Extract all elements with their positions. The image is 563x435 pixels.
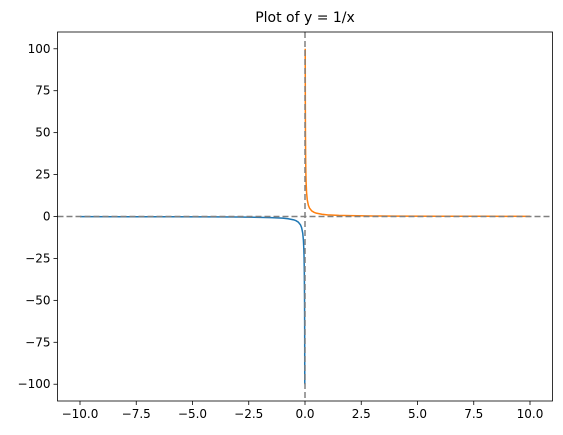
y-tick-label: −25 [25,251,50,265]
chart-title: Plot of y = 1/x [255,10,355,26]
plot-frame [57,31,553,402]
x-tick-label: 2.5 [352,407,371,421]
line [79,215,306,385]
x-tick-label: 7.5 [464,407,483,421]
y-tick-label: −75 [25,335,50,349]
y-tick-label: −100 [18,377,51,391]
x-tick-label: 0.0 [295,407,314,421]
x-tick-label: 5.0 [408,407,427,421]
line [304,48,531,218]
y-tick-label: −50 [25,293,50,307]
x-tick-label: −2.5 [234,407,263,421]
x-tick-label: −5.0 [178,407,207,421]
x-tick-label: 10.0 [517,407,544,421]
y-tick-label: 0 [43,210,51,224]
y-tick-label: 50 [35,126,50,140]
y-tick-label: 100 [28,42,51,56]
x-tick-label: −7.5 [122,407,151,421]
y-tick-label: 75 [35,84,50,98]
y-tick-label: 25 [35,168,50,182]
x-tick-label: −10.0 [62,407,99,421]
